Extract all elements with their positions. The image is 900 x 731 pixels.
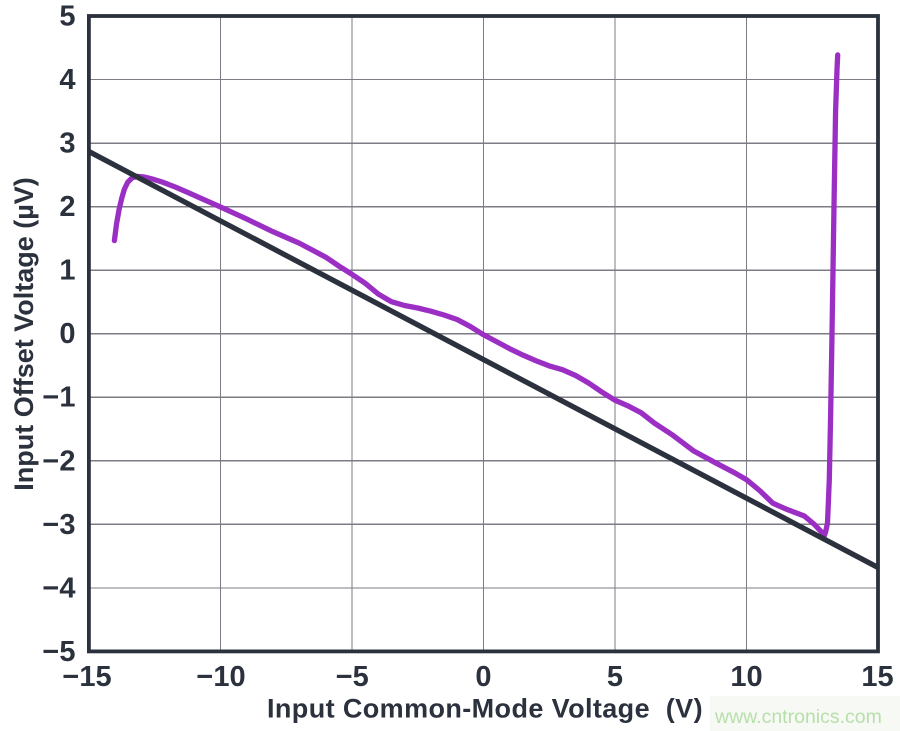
svg-text:−10: −10 <box>196 661 245 693</box>
svg-text:5: 5 <box>59 1 75 33</box>
svg-text:−4: −4 <box>42 572 75 604</box>
svg-text:0: 0 <box>59 318 75 350</box>
svg-text:−5: −5 <box>336 661 369 693</box>
svg-text:www.cntronics.com: www.cntronics.com <box>714 706 882 728</box>
svg-text:3: 3 <box>59 128 75 160</box>
svg-text:15: 15 <box>861 661 893 693</box>
svg-text:5: 5 <box>607 661 623 693</box>
svg-text:2: 2 <box>59 191 75 223</box>
svg-text:Input Offset Voltage (µV): Input Offset Voltage (µV) <box>9 177 39 491</box>
svg-text:−1: −1 <box>42 382 75 414</box>
svg-text:0: 0 <box>475 661 491 693</box>
svg-text:−2: −2 <box>42 445 75 477</box>
svg-text:4: 4 <box>59 64 75 96</box>
svg-text:1: 1 <box>59 255 75 287</box>
svg-text:−15: −15 <box>62 661 111 693</box>
svg-text:10: 10 <box>730 661 762 693</box>
svg-text:Input Common-Mode Voltage (V): Input Common-Mode Voltage (V) <box>267 694 703 724</box>
svg-text:−3: −3 <box>42 509 75 541</box>
svg-text:−5: −5 <box>42 636 75 668</box>
